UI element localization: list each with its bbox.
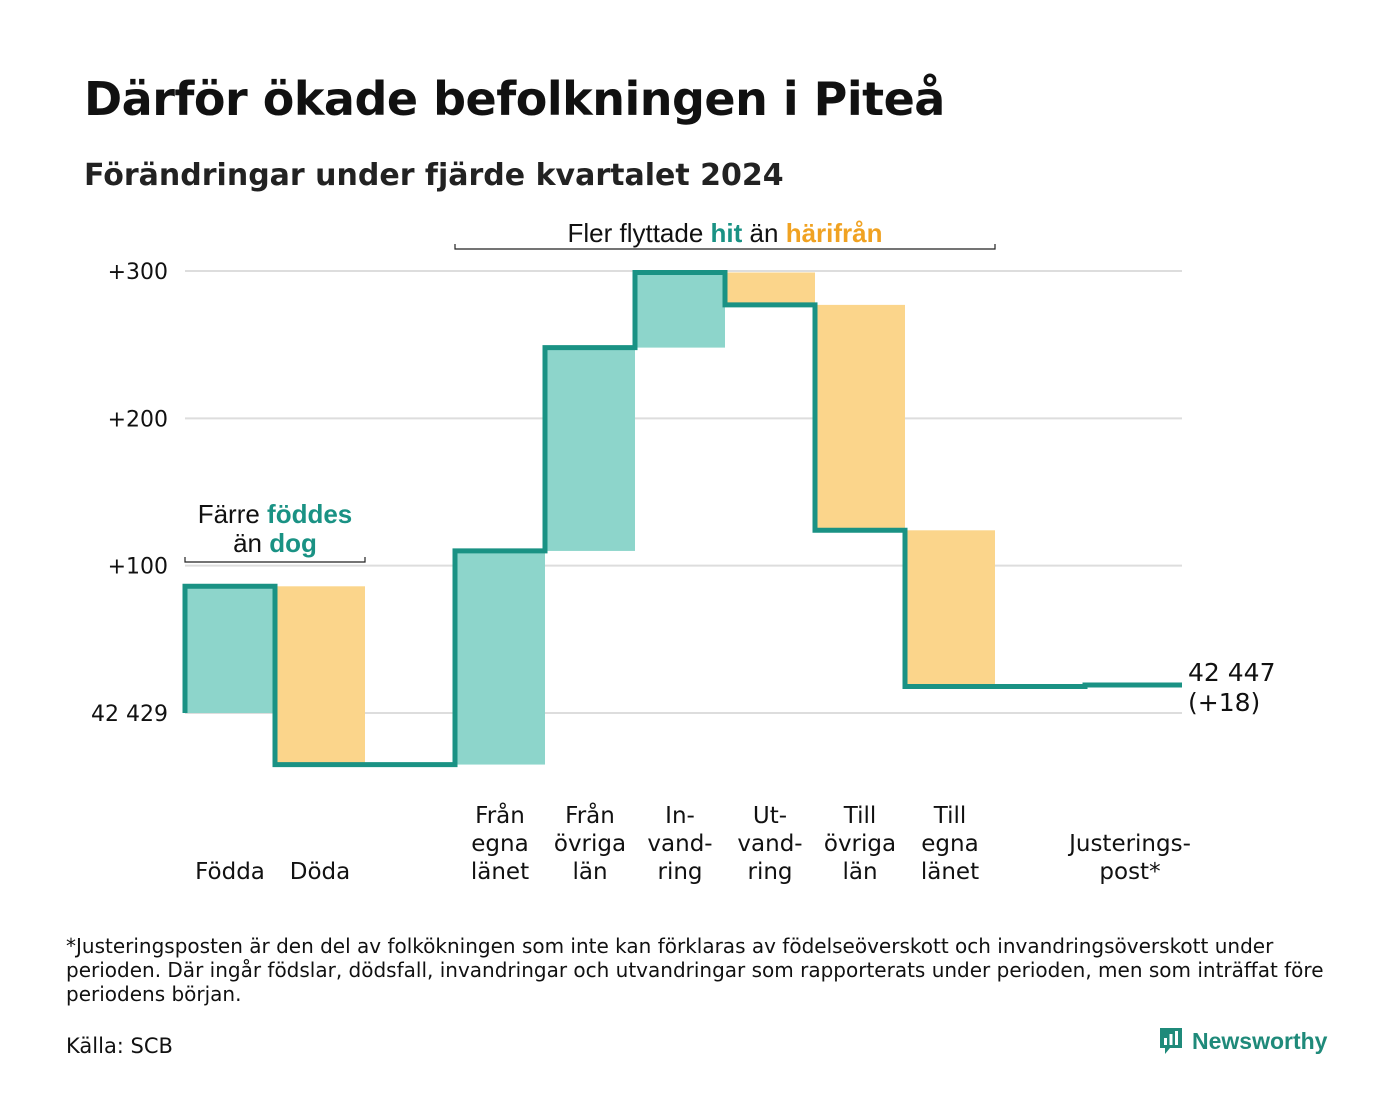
- x-category-label: vand-: [647, 831, 712, 857]
- cumulative-step-line: [182, 269, 1182, 768]
- x-category-label: länet: [921, 859, 979, 885]
- y-tick-label: +300: [108, 260, 168, 285]
- brand-logo: Newsworthy: [1158, 1026, 1327, 1056]
- annotation-text: Fler flyttade hit än härifrån: [567, 218, 882, 248]
- annotation-part: Fler flyttade: [567, 218, 710, 248]
- x-category-label: Till: [933, 803, 967, 829]
- x-category-label: ring: [657, 859, 702, 885]
- source-note: Källa: SCB: [66, 1034, 173, 1058]
- chart-title: Därför ökade befolkningen i Piteå: [84, 72, 945, 126]
- waterfall-bar: [635, 272, 725, 348]
- annotation-part: dog: [269, 528, 317, 558]
- end-value-label: 42 447: [1188, 658, 1275, 687]
- annotation-part: än: [233, 528, 269, 558]
- x-category-label: Födda: [195, 859, 265, 885]
- annotation-part: hit: [711, 218, 743, 248]
- waterfall-bar: [905, 530, 995, 687]
- footnote: *Justeringsposten är den del av folkökni…: [66, 934, 1324, 1006]
- x-category-label: vand-: [737, 831, 802, 857]
- annotation-part: föddes: [267, 499, 352, 529]
- annotation-part: härifrån: [786, 218, 883, 248]
- waterfall-bar: [545, 347, 635, 551]
- x-category-label: län: [572, 859, 607, 885]
- x-category-label: ring: [747, 859, 792, 885]
- bar-chart-speech-bubble-icon: [1160, 1028, 1182, 1054]
- brand-name: Newsworthy: [1192, 1027, 1328, 1054]
- x-category-label: Ut-: [753, 803, 787, 829]
- waterfall-bar: [275, 586, 365, 765]
- y-tick-label: 42 429: [91, 702, 168, 727]
- chart-subtitle: Förändringar under fjärde kvartalet 2024: [84, 158, 784, 193]
- waterfall-bar: [185, 586, 275, 713]
- annotation-part: än: [742, 218, 785, 248]
- x-category-label: post*: [1099, 859, 1160, 885]
- x-category-label: övriga: [824, 831, 896, 857]
- annotation-bracket: [454, 244, 996, 250]
- x-category-label: länet: [471, 859, 529, 885]
- x-category-label: övriga: [554, 831, 626, 857]
- end-value-label: (+18): [1188, 688, 1260, 717]
- y-tick-label: +200: [108, 407, 168, 432]
- annotation-bracket: [184, 557, 366, 563]
- x-category-label: Justerings-: [1067, 831, 1191, 857]
- x-category-label: Döda: [290, 859, 350, 885]
- y-tick-label: +100: [108, 555, 168, 580]
- x-category-label: Från: [565, 801, 615, 829]
- waterfall-bar: [815, 304, 905, 531]
- x-category-label: egna: [471, 831, 528, 857]
- x-category-label: Till: [843, 803, 877, 829]
- waterfall-bar: [455, 550, 545, 765]
- waterfall-bar: [725, 272, 815, 305]
- annotation-text: Färre föddes: [198, 499, 353, 529]
- x-category-label: län: [842, 859, 877, 885]
- annotation-text: än dog: [233, 528, 317, 558]
- x-category-label: Från: [475, 801, 525, 829]
- x-category-label: In-: [665, 803, 695, 829]
- annotation-part: Färre: [198, 499, 267, 529]
- x-category-label: egna: [921, 831, 978, 857]
